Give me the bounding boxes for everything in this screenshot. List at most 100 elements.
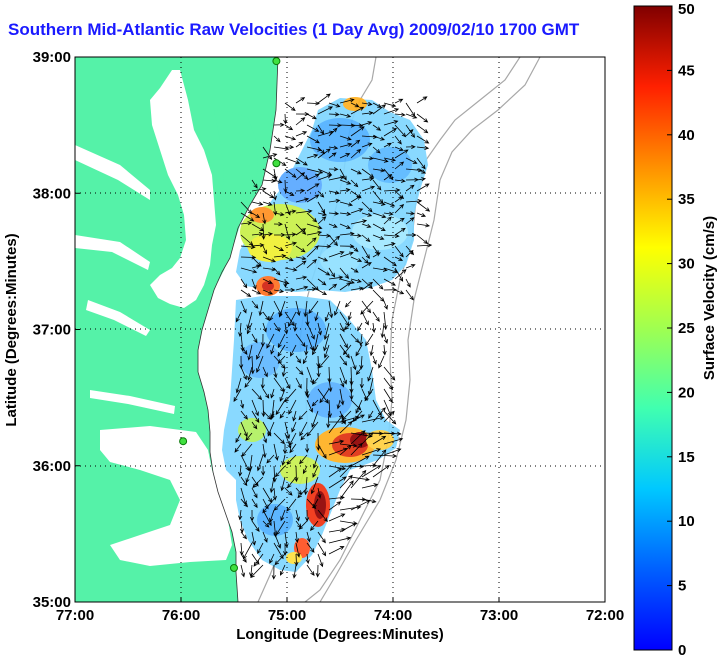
y-tick-label: 36:00 xyxy=(33,458,71,475)
velocity-arrow xyxy=(361,111,374,116)
velocity-arrow xyxy=(302,355,308,365)
velocity-arrow xyxy=(405,232,417,238)
velocity-arrow xyxy=(339,355,348,366)
velocity-arrow xyxy=(311,377,319,385)
velocity-arrow xyxy=(269,311,275,322)
velocity-arrow xyxy=(284,487,293,496)
colorbar-tick-label: 35 xyxy=(678,191,695,208)
velocity-arrow xyxy=(277,344,286,357)
velocity-arrow xyxy=(298,520,308,530)
velocity-arrow xyxy=(280,476,286,492)
velocity-arrow xyxy=(378,355,385,369)
velocity-arrow xyxy=(277,355,286,364)
velocity-arrow xyxy=(350,148,362,159)
velocity-arrow xyxy=(416,168,427,174)
velocity-arrow xyxy=(339,278,355,284)
velocity-arrow xyxy=(372,407,386,423)
velocity-arrow xyxy=(305,509,310,522)
velocity-arrow xyxy=(317,388,329,404)
velocity-arrow xyxy=(394,149,409,159)
velocity-arrow xyxy=(235,377,242,394)
velocity-arrow xyxy=(405,249,414,258)
velocity-arrow xyxy=(350,355,357,371)
velocity-arrow xyxy=(298,410,308,421)
velocity-arrow xyxy=(350,106,365,115)
river-inlet xyxy=(75,235,150,270)
velocity-arrow xyxy=(240,476,248,487)
velocity-arrow xyxy=(240,300,247,314)
velocity-arrow xyxy=(235,432,242,443)
velocity-arrow xyxy=(305,311,310,327)
velocity-arrow xyxy=(317,106,334,115)
velocity-arrow xyxy=(383,256,397,267)
velocity-arrow xyxy=(416,145,430,150)
river-inlet xyxy=(90,390,175,414)
velocity-arrow xyxy=(271,564,276,580)
velocity-arrow xyxy=(317,201,326,214)
velocity-arrow xyxy=(339,366,348,385)
velocity-arrow xyxy=(273,212,285,217)
page-title: Southern Mid-Atlantic Raw Velocities (1 … xyxy=(8,20,580,39)
velocity-arrow xyxy=(269,476,275,494)
velocity-arrow xyxy=(394,269,407,280)
velocity-arrow xyxy=(350,469,367,489)
velocity-arrow xyxy=(256,355,264,374)
velocity-arrow xyxy=(284,267,298,272)
velocity-arrow xyxy=(262,146,273,160)
velocity-arrow xyxy=(306,322,315,340)
colorbar-tick-label: 40 xyxy=(678,127,695,144)
velocity-arrow xyxy=(394,135,402,145)
velocity-arrow xyxy=(240,333,245,353)
velocity-arrow xyxy=(405,124,416,138)
velocity-arrow xyxy=(317,244,332,249)
velocity-arrow xyxy=(240,399,245,409)
velocity-arrow xyxy=(251,520,260,532)
velocity-arrow xyxy=(339,443,358,448)
velocity-arrow xyxy=(262,245,268,255)
velocity-arrow xyxy=(299,454,308,465)
velocity-arrow xyxy=(383,287,397,292)
velocity-arrow xyxy=(262,311,270,321)
velocity-arrow xyxy=(416,157,426,170)
velocity-arrow xyxy=(240,553,247,563)
velocity-arrow xyxy=(317,174,332,181)
velocity-arrow xyxy=(372,355,377,365)
velocity-arrow xyxy=(350,267,359,273)
velocity-arrow xyxy=(291,421,297,433)
velocity-arrow xyxy=(262,190,275,199)
velocity-arrow xyxy=(328,467,343,478)
velocity-arrow xyxy=(350,476,370,482)
velocity-arrow xyxy=(306,259,318,269)
velocity-arrow xyxy=(405,199,423,204)
velocity-arrow xyxy=(317,93,331,104)
velocity-arrow xyxy=(350,286,364,291)
velocity-arrow xyxy=(355,344,363,357)
velocity-arrow xyxy=(416,212,427,217)
velocity-arrow xyxy=(251,256,262,267)
velocity-arrow xyxy=(295,260,307,269)
velocity-arrow xyxy=(262,178,277,183)
velocity-arrow xyxy=(235,311,242,323)
velocity-arrow xyxy=(361,278,374,290)
velocity-arrow xyxy=(295,209,313,214)
velocity-arrow xyxy=(279,564,286,576)
velocity-arrow xyxy=(339,179,352,185)
y-tick-label: 38:00 xyxy=(33,185,71,202)
velocity-arrow xyxy=(319,388,330,404)
velocity-arrow xyxy=(311,399,319,407)
velocity-arrow xyxy=(350,278,362,283)
velocity-arrow xyxy=(311,344,319,356)
velocity-arrow xyxy=(250,564,264,579)
velocity-arrow xyxy=(274,553,286,566)
velocity-arrow xyxy=(394,245,404,258)
y-tick-label: 39:00 xyxy=(33,49,71,66)
velocity-arrow xyxy=(416,201,431,212)
velocity-arrow xyxy=(372,179,382,191)
velocity-arrow xyxy=(262,366,268,378)
colorbar-tick-label: 20 xyxy=(678,384,695,401)
velocity-arrow xyxy=(305,443,310,454)
velocity-arrow xyxy=(328,198,341,203)
velocity-arrow xyxy=(372,201,386,206)
velocity-arrow xyxy=(273,245,285,252)
velocity-arrow xyxy=(350,500,371,511)
